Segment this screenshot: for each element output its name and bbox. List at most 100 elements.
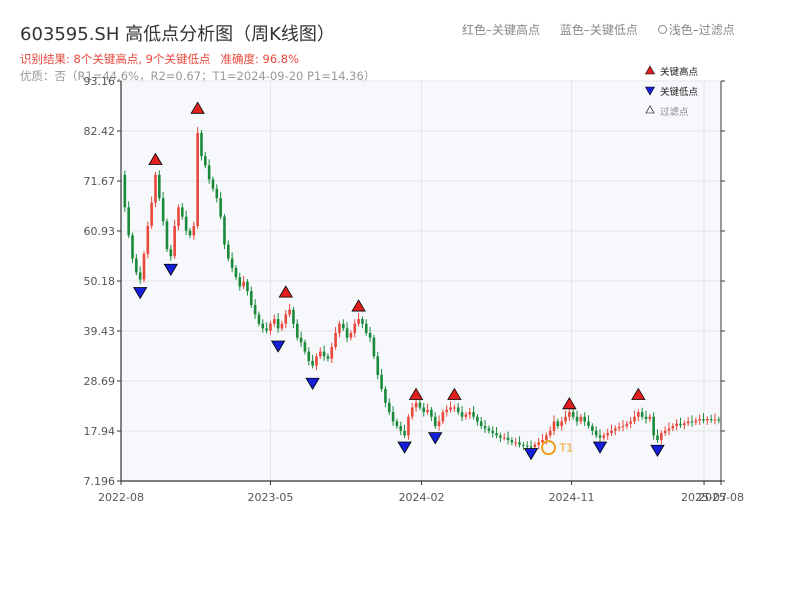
candle-body	[491, 430, 495, 434]
candle-body	[253, 305, 257, 315]
candle-body	[142, 253, 146, 280]
candle-body	[541, 440, 544, 443]
key-high-marker	[562, 397, 577, 410]
key-low-marker	[592, 441, 608, 454]
y-tick-label: 7.196	[84, 475, 116, 488]
candle-body	[364, 323, 368, 334]
candle-body	[395, 421, 399, 427]
legend-high-label: 关键高点	[660, 66, 699, 78]
candle-body	[487, 428, 491, 431]
candle-body	[660, 433, 663, 441]
candle-body	[522, 444, 525, 446]
candle-body	[200, 132, 203, 157]
candle-body	[295, 323, 299, 338]
candle-body	[146, 225, 150, 254]
candle-body	[154, 174, 157, 203]
candle-body	[246, 281, 249, 292]
candle-body	[357, 319, 360, 324]
candle-body	[552, 421, 556, 431]
candle-body	[292, 309, 295, 324]
candle-body	[127, 207, 130, 236]
candle-body	[123, 174, 127, 208]
candle-body	[433, 416, 437, 427]
candle-body	[533, 444, 537, 448]
candle-body	[476, 416, 479, 422]
candle-body	[617, 427, 621, 429]
key-low-marker	[397, 441, 412, 454]
candle-body	[679, 423, 682, 426]
candle-body	[284, 314, 288, 324]
candle-body	[280, 323, 284, 329]
quality-text: 优质：否（R1=44.6%，R2=0.67；T1=2024-09-20 P1=1…	[20, 69, 376, 83]
candle-body	[303, 342, 307, 352]
candle-body	[437, 421, 441, 427]
candle-body	[694, 420, 698, 423]
candle-body	[326, 356, 330, 359]
y-tick-label: 39.43	[84, 325, 116, 338]
candle-body	[683, 423, 686, 426]
candle-body	[453, 407, 456, 409]
candle-body	[495, 433, 498, 436]
candle-body	[330, 346, 334, 359]
candle-body	[456, 407, 460, 413]
x-tick-label: 2022-08	[98, 491, 144, 504]
candle-body	[184, 216, 188, 231]
top-legend: 红色–关键高点 蓝色–关键低点 浅色–过滤点	[462, 21, 751, 38]
candle-body	[173, 225, 176, 257]
candle-body	[483, 426, 487, 429]
chart-title: 603595.SH 高低点分析图（周K线图）	[20, 24, 335, 45]
key-low-marker	[163, 263, 179, 277]
candle-body	[690, 421, 694, 423]
candle-body	[276, 319, 280, 329]
candle-body	[529, 446, 533, 448]
candle-body	[318, 351, 322, 357]
candle-body	[368, 333, 372, 338]
key-low-marker	[132, 287, 148, 300]
filtered-triangle-icon	[645, 105, 655, 114]
candle-body	[667, 428, 671, 431]
chart-legend: 关键高点 关键低点 过滤点	[644, 65, 699, 118]
candle-body	[249, 291, 253, 306]
candle-body	[181, 207, 184, 217]
candle-body	[502, 437, 506, 439]
candle-body	[671, 426, 675, 429]
y-tick-label: 17.94	[84, 425, 116, 438]
candle-body	[506, 437, 510, 441]
candle-body	[353, 323, 357, 334]
y-tick-label: 60.93	[84, 225, 116, 238]
candle-body	[564, 416, 567, 422]
candle-body	[238, 277, 242, 287]
candle-body	[583, 416, 586, 422]
key-low-marker	[523, 448, 539, 461]
candle-body	[637, 412, 640, 417]
candle-body	[265, 328, 268, 331]
key-low-marker	[305, 377, 320, 391]
candle-body	[269, 323, 272, 331]
candle-body	[322, 351, 326, 357]
candle-body	[230, 258, 234, 268]
high-triangle-icon	[644, 65, 656, 75]
candle-body	[575, 416, 579, 422]
candle-body	[430, 409, 433, 417]
x-tick-label: 2025-07	[681, 491, 727, 504]
candle-body	[545, 435, 548, 441]
candle-body	[422, 407, 426, 413]
candle-body	[441, 412, 445, 422]
candle-body	[384, 388, 387, 403]
t1-circle-marker	[541, 440, 557, 456]
result-text: 识别结果: 8个关键高点, 9个关键低点	[20, 52, 211, 66]
y-tick-label: 93.16	[84, 75, 116, 88]
candle-body	[391, 412, 395, 422]
candle-body	[418, 402, 422, 408]
y-tick-label: 82.42	[84, 125, 116, 138]
candle-body	[614, 428, 617, 431]
candle-body	[307, 351, 311, 361]
candle-body	[372, 337, 376, 357]
candle-body	[686, 421, 690, 424]
candle-body	[675, 423, 678, 427]
key-high-marker	[447, 387, 462, 400]
key-high-marker	[408, 387, 424, 400]
key-low-marker	[650, 444, 665, 458]
x-tick-label: 2024-11	[549, 491, 595, 504]
candle-body	[464, 414, 468, 417]
